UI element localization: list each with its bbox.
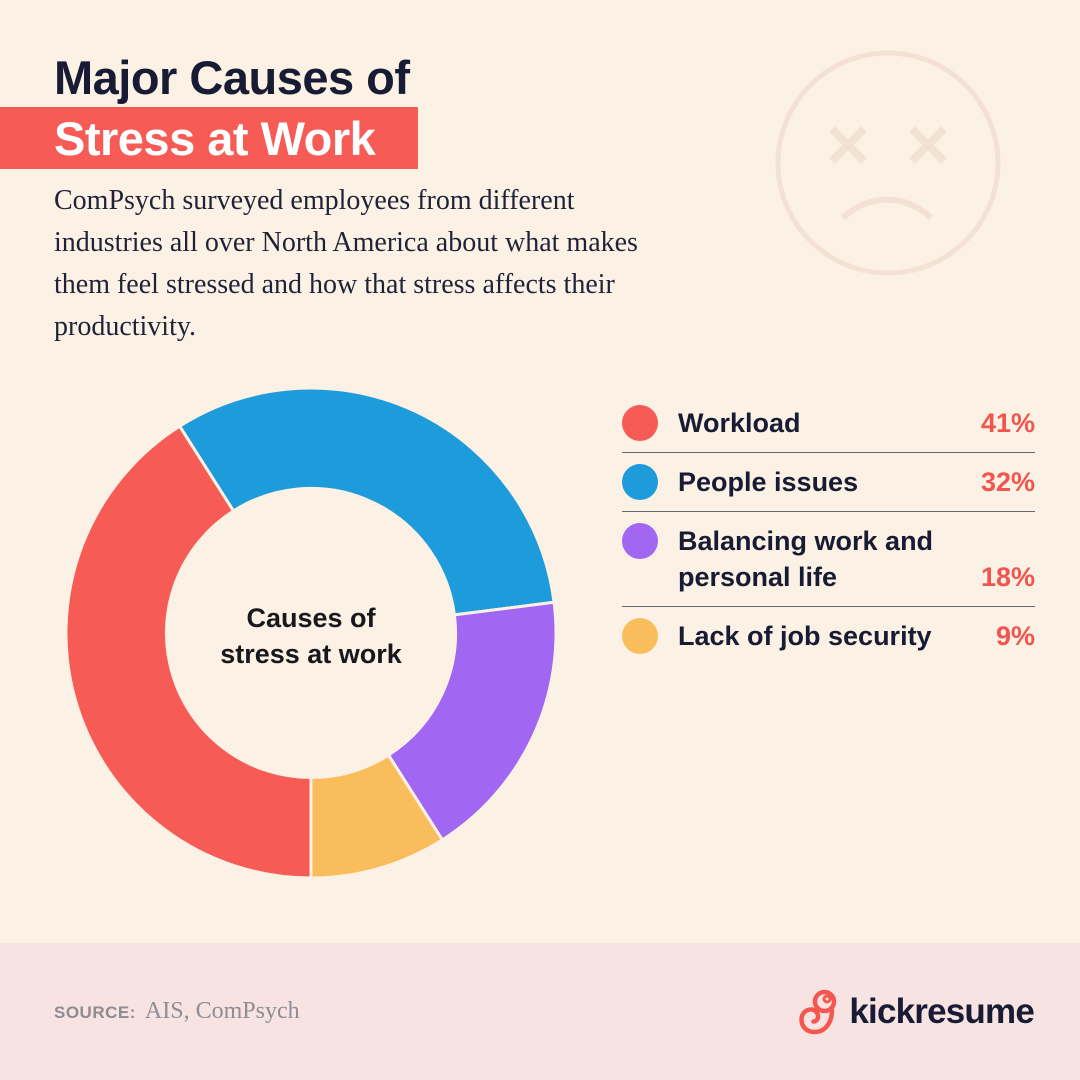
brand-wordmark: kickresume	[849, 991, 1034, 1031]
legend-color-dot	[622, 618, 658, 654]
legend-row: Workload 41%	[622, 394, 1035, 453]
donut-center-label-line1: Causes of	[246, 603, 376, 633]
source-line: SOURCE: AIS, ComPsych	[54, 998, 300, 1025]
legend-percent: 9%	[995, 621, 1035, 651]
donut-chart	[64, 386, 558, 880]
legend-label: People issues	[678, 467, 859, 497]
legend-color-dot	[622, 405, 658, 441]
intro-paragraph-line: productivity.	[54, 311, 197, 342]
donut-segment-workload	[64, 424, 313, 880]
legend-label: Lack of job security	[678, 621, 932, 651]
legend-percent: 41%	[980, 408, 1035, 438]
legend-percent: 18%	[980, 562, 1035, 592]
brand-logo: kickresume	[798, 988, 1035, 1036]
chart-legend: Workload 41% People issues 32% Balancing wor…	[622, 394, 1035, 665]
legend-label: Workload	[678, 408, 801, 438]
legend-row: People issues 32%	[622, 453, 1035, 512]
intro-paragraph: ComPsych surveyed employees from differe…	[54, 180, 754, 348]
footer-bar: SOURCE: AIS, ComPsych kickresume	[0, 943, 1080, 1080]
donut-segment-balancing-work-and-personal-life	[386, 600, 558, 842]
source-value: AIS, ComPsych	[144, 998, 300, 1024]
intro-paragraph-line: industries all over North America about …	[54, 227, 638, 258]
intro-paragraph-line: them feel stressed and how that stress a…	[54, 269, 615, 300]
legend-row: Balancing work and personal life 18%	[622, 512, 1035, 607]
donut-segment-lack-of-job-security	[309, 752, 445, 880]
source-label: SOURCE:	[54, 1003, 136, 1022]
donut-center-label-line2: stress at work	[220, 639, 402, 669]
legend-label: Balancing work and personal life	[678, 526, 934, 592]
kickresume-chameleon-icon	[799, 989, 837, 1034]
legend-color-dot	[622, 464, 658, 500]
intro-paragraph-line: ComPsych surveyed employees from differe…	[54, 185, 575, 216]
page-title-line2: Stress at Work	[54, 111, 376, 165]
donut-center-label: Causes of stress at work	[161, 600, 461, 672]
sad-face-icon	[775, 50, 1001, 276]
legend-row: Lack of job security 9%	[622, 607, 1035, 665]
legend-color-dot	[622, 523, 658, 559]
page-title-line1: Major Causes of	[54, 51, 410, 104]
donut-segment-people-issues	[177, 386, 556, 617]
page-title-highlight-band: Stress at Work	[0, 107, 418, 169]
legend-percent: 32%	[980, 467, 1035, 497]
